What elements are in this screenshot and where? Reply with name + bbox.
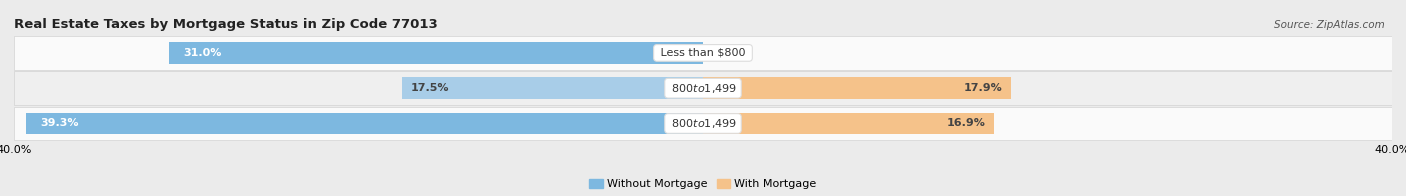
Bar: [14, 36, 1392, 70]
Text: Real Estate Taxes by Mortgage Status in Zip Code 77013: Real Estate Taxes by Mortgage Status in …: [14, 18, 437, 31]
Bar: [14, 71, 1392, 105]
Bar: [703, 77, 1011, 99]
Text: 39.3%: 39.3%: [39, 118, 79, 129]
Text: 31.0%: 31.0%: [183, 48, 221, 58]
Text: Less than $800: Less than $800: [657, 48, 749, 58]
Text: $800 to $1,499: $800 to $1,499: [668, 117, 738, 130]
Text: 17.9%: 17.9%: [965, 83, 1002, 93]
Bar: [703, 113, 994, 134]
Text: 17.5%: 17.5%: [411, 83, 449, 93]
Bar: [14, 107, 1392, 140]
Text: 16.9%: 16.9%: [946, 118, 986, 129]
Legend: Without Mortgage, With Mortgage: Without Mortgage, With Mortgage: [585, 174, 821, 194]
Text: $800 to $1,499: $800 to $1,499: [668, 82, 738, 95]
Text: Source: ZipAtlas.com: Source: ZipAtlas.com: [1274, 20, 1385, 30]
Bar: [27, 113, 703, 134]
Bar: [169, 42, 703, 64]
Text: 0.0%: 0.0%: [711, 48, 742, 58]
Bar: [402, 77, 703, 99]
